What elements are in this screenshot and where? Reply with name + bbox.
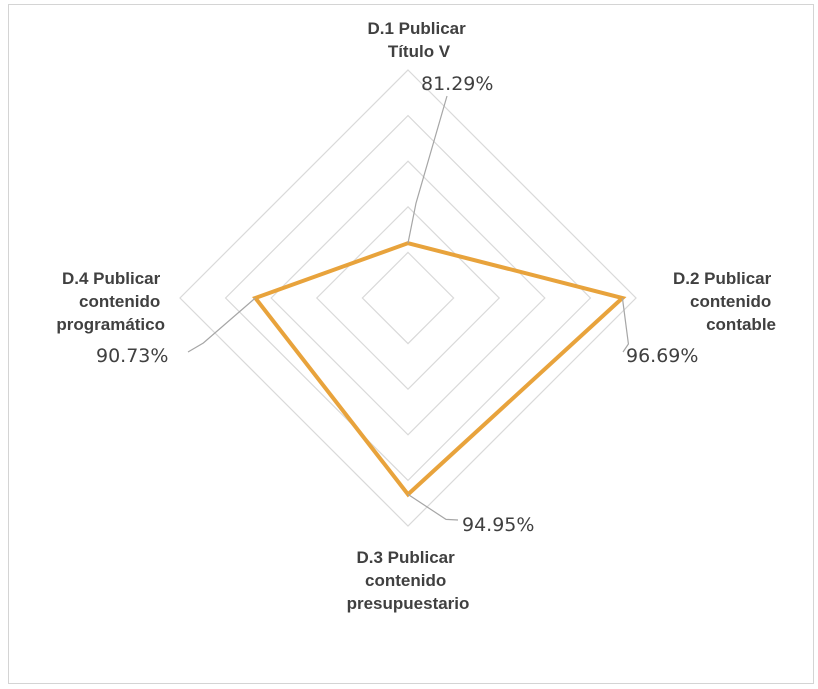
data-label-d1: 81.29% — [421, 73, 493, 95]
axis-label-d1-line1: D.1 Publicar — [368, 19, 467, 38]
grid-ring-4 — [224, 114, 592, 482]
axis-label-d4-line3: programático — [56, 315, 165, 334]
axis-label-d3-line3: presupuestario — [347, 594, 470, 613]
axis-label-d4-line1: D.4 Publicar — [62, 269, 161, 288]
leader-line-d3 — [407, 493, 459, 521]
data-label-d2: 96.69% — [626, 345, 698, 367]
axis-label-d4: D.4 Publicar contenido programático — [56, 269, 165, 334]
axis-label-d1-line2: Título V — [388, 42, 451, 61]
leader-line-d1 — [407, 95, 448, 244]
grid-ring-5 — [179, 69, 637, 527]
leader-lines — [187, 95, 630, 521]
radar-series — [252, 241, 627, 498]
axis-label-d2-line2: contenido — [690, 292, 771, 311]
axis-label-d2-line1: D.2 Publicar — [673, 269, 772, 288]
axis-label-d1: D.1 Publicar Título V — [368, 19, 471, 61]
series-line — [252, 241, 627, 498]
axis-label-d3-line2: contenido — [365, 571, 446, 590]
chart-frame — [8, 4, 814, 684]
axis-label-d3: D.3 Publicar contenido presupuestario — [347, 548, 470, 613]
grid-ring-2 — [315, 205, 501, 391]
leader-line-d2 — [621, 297, 630, 353]
axis-label-d2-line3: contable — [706, 315, 776, 334]
grid-ring-1 — [361, 251, 455, 345]
radar-grid — [179, 69, 637, 527]
data-label-d3: 94.95% — [462, 514, 534, 536]
axis-label-d4-line2: contenido — [79, 292, 160, 311]
leader-line-d4 — [187, 297, 256, 353]
axis-label-d2: D.2 Publicar contenido contable — [673, 269, 776, 334]
grid-ring-3 — [270, 160, 546, 436]
axis-label-d3-line1: D.3 Publicar — [357, 548, 456, 567]
data-label-d4: 90.73% — [96, 345, 168, 367]
